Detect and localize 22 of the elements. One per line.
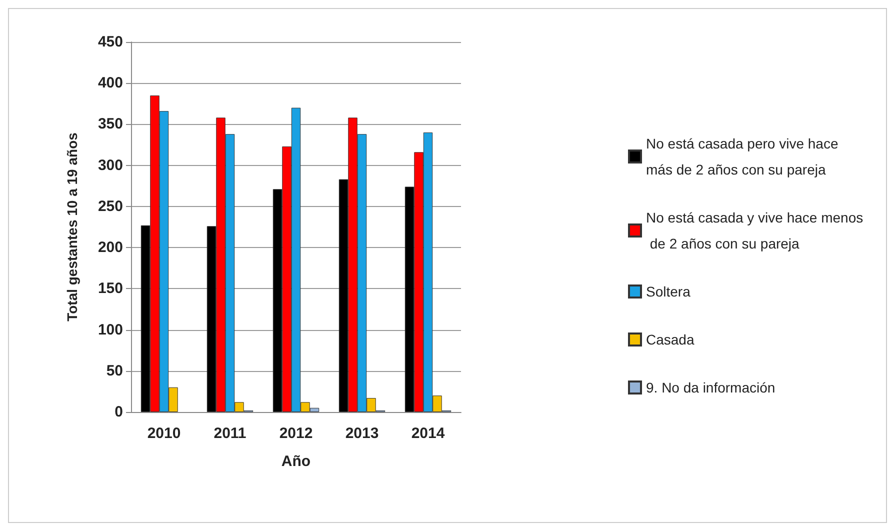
y-tick-label: 150 xyxy=(98,280,123,298)
legend-label: No está casada y vive hace menos de 2 años con su pareja xyxy=(646,210,864,252)
y-tick-label: 400 xyxy=(98,74,123,92)
y-tick-label: 300 xyxy=(98,156,123,174)
y-tick-label: 350 xyxy=(98,116,123,133)
x-tick-label: 2011 xyxy=(214,425,246,442)
x-tick-label: 2012 xyxy=(279,425,313,442)
legend-label: 9. No da información xyxy=(646,380,776,396)
legend-label: Soltera xyxy=(646,284,691,300)
y-axis-title: Total gestantes 10 a 19 años xyxy=(64,132,80,322)
x-tick-label: 2010 xyxy=(147,425,181,442)
y-tick-label: 200 xyxy=(98,239,123,256)
x-tick-label: 2013 xyxy=(345,425,379,442)
y-tick-label: 250 xyxy=(98,198,123,215)
x-tick-label: 2014 xyxy=(411,425,446,442)
legend-label: Casada xyxy=(646,332,694,348)
y-tick-label: 100 xyxy=(98,321,123,338)
legend-label: No está casada pero vive hace más de 2 años con su pareja xyxy=(646,136,842,178)
x-axis-title: Año xyxy=(281,453,311,470)
y-tick-label: 50 xyxy=(106,362,123,380)
y-tick-label: 450 xyxy=(98,34,123,50)
y-tick-label: 0 xyxy=(114,404,123,420)
